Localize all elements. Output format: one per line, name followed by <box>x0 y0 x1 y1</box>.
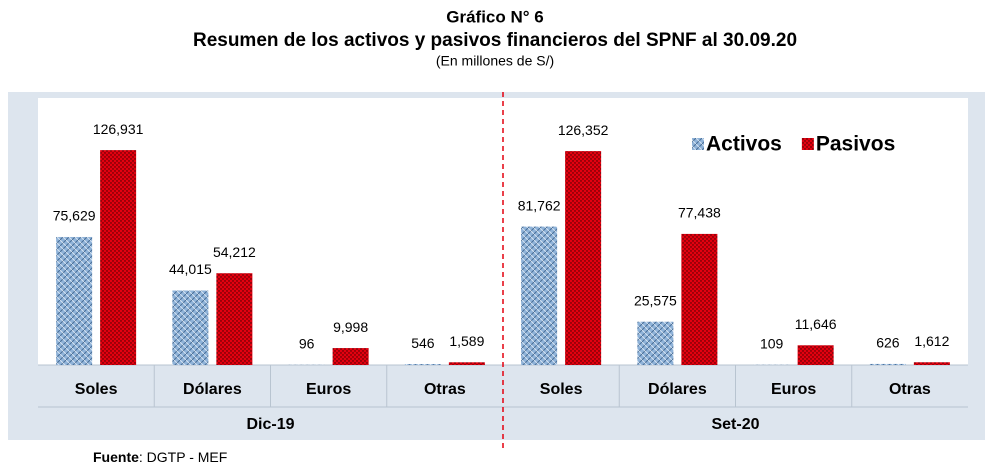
chart-title: Gráfico N° 6 <box>446 7 544 26</box>
x-tick-label: Dólares <box>183 381 242 398</box>
x-tick-label: Otras <box>889 381 931 398</box>
unit-note: (En millones de S/) <box>436 53 554 69</box>
value-label: 81,762 <box>518 197 561 213</box>
source: Fuente: DGTP - MEF <box>93 449 227 465</box>
bar <box>637 321 674 365</box>
bar <box>521 226 558 365</box>
bar <box>681 233 718 365</box>
x-tick-label: Soles <box>75 381 118 398</box>
bar <box>172 290 209 365</box>
legend-swatch <box>801 138 814 150</box>
value-label: 54,212 <box>213 244 256 260</box>
bar <box>869 363 906 365</box>
value-label: 126,352 <box>558 122 609 138</box>
value-label: 126,931 <box>93 121 144 137</box>
value-label: 9,998 <box>333 319 368 335</box>
bar <box>332 348 369 365</box>
value-label: 25,575 <box>634 292 677 308</box>
bar <box>797 345 834 365</box>
value-label: 11,646 <box>795 316 837 332</box>
value-label: 44,015 <box>169 261 212 277</box>
x-tick-label: Euros <box>306 381 351 398</box>
value-label: 75,629 <box>53 208 96 224</box>
group-label: Dic-19 <box>246 416 294 433</box>
x-tick-label: Soles <box>540 381 583 398</box>
bar <box>913 362 950 365</box>
bar <box>100 150 137 365</box>
source-text: : DGTP - MEF <box>139 449 227 465</box>
bar <box>56 236 93 365</box>
legend-label: Pasivos <box>816 133 895 156</box>
value-label: 546 <box>411 335 435 351</box>
x-tick-label: Dólares <box>648 381 707 398</box>
bar <box>565 151 602 365</box>
source-label: Fuente <box>93 449 139 465</box>
value-label: 109 <box>760 336 784 352</box>
bar <box>404 364 441 365</box>
value-label: 626 <box>876 335 900 351</box>
value-label: 1,589 <box>449 333 484 349</box>
value-label: 1,612 <box>914 333 949 349</box>
bar <box>216 273 253 365</box>
value-label: 96 <box>299 336 315 352</box>
group-label: Set-20 <box>711 416 759 433</box>
value-label: 77,438 <box>678 205 721 221</box>
legend-swatch <box>692 138 704 150</box>
legend-label: Activos <box>706 133 782 156</box>
x-tick-label: Otras <box>424 381 466 398</box>
x-tick-label: Euros <box>771 381 816 398</box>
bar <box>448 362 485 365</box>
chart-subtitle: Resumen de los activos y pasivos financi… <box>193 30 797 51</box>
